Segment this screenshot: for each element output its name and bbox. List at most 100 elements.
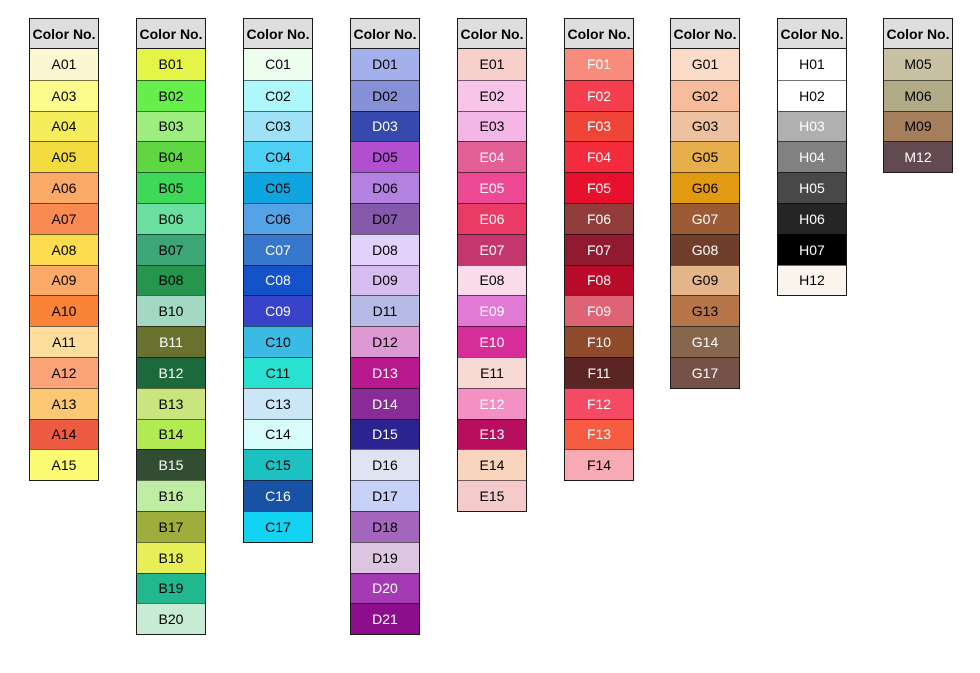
color-swatch-b08: B08 (137, 264, 205, 296)
color-swatch-f02: F02 (565, 79, 633, 111)
color-swatch-d19: D19 (351, 541, 419, 573)
color-swatch-a09: A09 (30, 264, 98, 296)
color-swatch-b12: B12 (137, 356, 205, 388)
color-swatch-a13: A13 (30, 387, 98, 419)
color-swatch-c16: C16 (244, 480, 312, 511)
color-swatch-c14: C14 (244, 418, 312, 450)
color-swatch-m09: M09 (884, 110, 952, 142)
color-swatch-b04: B04 (137, 141, 205, 173)
color-swatch-d14: D14 (351, 387, 419, 419)
color-swatch-e01: E01 (458, 49, 526, 80)
color-swatch-h06: H06 (778, 202, 846, 234)
color-swatch-f11: F11 (565, 356, 633, 388)
color-swatch-f07: F07 (565, 233, 633, 265)
color-swatch-b18: B18 (137, 541, 205, 573)
color-column-c: Color No. C01 C02 C03 C04 C05 C06 C07 C08 C09 C10 C… (243, 18, 313, 543)
color-swatch-d18: D18 (351, 510, 419, 542)
color-swatch-d15: D15 (351, 418, 419, 450)
color-swatch-g05: G05 (671, 141, 739, 173)
color-swatch-d12: D12 (351, 326, 419, 357)
color-swatch-d20: D20 (351, 572, 419, 604)
color-swatch-h02: H02 (778, 79, 846, 111)
color-swatch-e08: E08 (458, 264, 526, 296)
color-swatch-d21: D21 (351, 603, 419, 635)
color-swatch-e06: E06 (458, 202, 526, 234)
color-swatch-c04: C04 (244, 141, 312, 173)
color-swatch-b05: B05 (137, 172, 205, 203)
color-swatch-b20: B20 (137, 603, 205, 635)
color-swatch-a04: A04 (30, 110, 98, 142)
color-column-d: Color No. D01 D02 D03 D05 D06 D07 D08 D09 D11 D12 D… (350, 18, 420, 636)
color-swatch-h03: H03 (778, 110, 846, 142)
color-swatch-f12: F12 (565, 387, 633, 419)
color-swatch-e04: E04 (458, 141, 526, 173)
column-header: Color No. (778, 18, 846, 49)
color-swatch-b13: B13 (137, 387, 205, 419)
color-swatch-h01: H01 (778, 49, 846, 80)
column-header: Color No. (30, 18, 98, 49)
color-swatch-d07: D07 (351, 202, 419, 234)
color-swatch-d11: D11 (351, 295, 419, 327)
color-column-e: Color No. E01 E02 E03 E04 E05 E06 E07 E08 E09 E10 E… (457, 18, 527, 512)
color-swatch-e14: E14 (458, 449, 526, 481)
color-swatch-a01: A01 (30, 49, 98, 80)
color-swatch-d16: D16 (351, 449, 419, 481)
color-swatch-f03: F03 (565, 110, 633, 142)
color-swatch-d13: D13 (351, 356, 419, 388)
color-swatch-a11: A11 (30, 326, 98, 357)
color-swatch-e11: E11 (458, 356, 526, 388)
color-swatch-c01: C01 (244, 49, 312, 80)
color-swatch-b11: B11 (137, 326, 205, 357)
color-swatch-d03: D03 (351, 110, 419, 142)
color-swatch-b01: B01 (137, 49, 205, 80)
color-swatch-b14: B14 (137, 418, 205, 450)
column-header: Color No. (244, 18, 312, 49)
color-swatch-c17: C17 (244, 510, 312, 542)
color-swatch-f01: F01 (565, 49, 633, 80)
color-swatch-c06: C06 (244, 202, 312, 234)
color-swatch-c13: C13 (244, 387, 312, 419)
color-swatch-g03: G03 (671, 110, 739, 142)
color-column-b: Color No. B01 B02 B03 B04 B05 B06 B07 B08 B10 B11 B… (136, 18, 206, 636)
color-swatch-f13: F13 (565, 418, 633, 450)
color-swatch-b07: B07 (137, 233, 205, 265)
color-swatch-e13: E13 (458, 418, 526, 450)
color-swatch-b02: B02 (137, 79, 205, 111)
color-swatch-g13: G13 (671, 295, 739, 327)
color-swatch-b19: B19 (137, 572, 205, 604)
color-swatch-a12: A12 (30, 356, 98, 388)
color-swatch-d08: D08 (351, 233, 419, 265)
column-header: Color No. (671, 18, 739, 49)
color-swatch-h12: H12 (778, 264, 846, 296)
column-header: Color No. (458, 18, 526, 49)
color-swatch-c15: C15 (244, 449, 312, 481)
color-swatch-f04: F04 (565, 141, 633, 173)
color-swatch-a07: A07 (30, 202, 98, 234)
column-header: Color No. (137, 18, 205, 49)
color-swatch-c03: C03 (244, 110, 312, 142)
color-swatch-e07: E07 (458, 233, 526, 265)
color-swatch-d09: D09 (351, 264, 419, 296)
color-swatch-g14: G14 (671, 326, 739, 357)
color-swatch-e10: E10 (458, 326, 526, 357)
color-swatch-d05: D05 (351, 141, 419, 173)
color-swatch-m05: M05 (884, 49, 952, 80)
color-swatch-b03: B03 (137, 110, 205, 142)
color-swatch-f09: F09 (565, 295, 633, 327)
color-swatch-h04: H04 (778, 141, 846, 173)
color-swatch-c02: C02 (244, 79, 312, 111)
color-swatch-g17: G17 (671, 356, 739, 388)
color-swatch-e15: E15 (458, 480, 526, 511)
color-swatch-b10: B10 (137, 295, 205, 327)
color-swatch-d06: D06 (351, 172, 419, 203)
column-header: Color No. (351, 18, 419, 49)
color-swatch-m06: M06 (884, 79, 952, 111)
color-swatch-a05: A05 (30, 141, 98, 173)
color-swatch-d17: D17 (351, 480, 419, 511)
color-swatch-g09: G09 (671, 264, 739, 296)
color-swatch-a08: A08 (30, 233, 98, 265)
color-column-a: Color No. A01 A03 A04 A05 A06 A07 A08 A09 A10 A11 A… (29, 18, 99, 482)
color-swatch-f05: F05 (565, 172, 633, 203)
color-swatch-h07: H07 (778, 233, 846, 265)
color-swatch-c09: C09 (244, 295, 312, 327)
